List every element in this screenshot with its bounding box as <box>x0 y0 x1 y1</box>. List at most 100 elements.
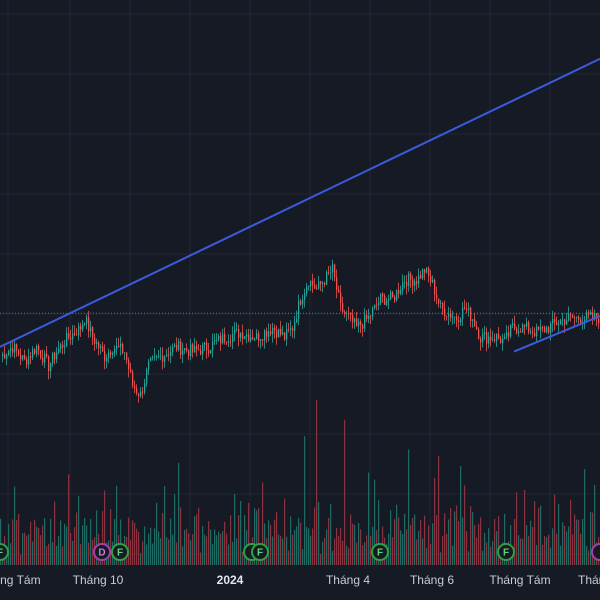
candle-body <box>302 299 304 305</box>
earnings-marker[interactable]: F <box>0 543 9 561</box>
marker-circle[interactable] <box>93 543 111 561</box>
candle-body <box>548 327 550 333</box>
trendlines[interactable] <box>0 57 600 353</box>
volume-bar <box>400 530 402 565</box>
volume-bar <box>398 517 400 565</box>
volume-bar <box>36 526 38 565</box>
volume-bar <box>264 523 266 565</box>
candle-body <box>322 283 324 285</box>
candle-body <box>232 334 234 342</box>
marker-circle[interactable] <box>111 543 129 561</box>
candle-body <box>268 331 270 337</box>
volume-bar <box>402 533 404 565</box>
candle-body <box>492 339 494 341</box>
volume-bar <box>456 505 458 565</box>
volume-bar <box>242 551 244 565</box>
candle-body <box>276 330 278 338</box>
volume-bar <box>444 513 446 565</box>
volume-bar <box>26 535 28 565</box>
volume-bar <box>342 540 344 565</box>
candle-body <box>558 324 560 326</box>
volume-bar <box>48 543 50 565</box>
volume-bar <box>438 456 440 565</box>
marker-label: F <box>257 548 263 559</box>
volume-bar <box>296 526 298 565</box>
candle-body <box>584 319 586 323</box>
candle-body <box>534 333 536 337</box>
earnings-marker[interactable]: F <box>371 543 389 561</box>
volume-bar <box>548 534 550 565</box>
candle-body <box>478 329 480 339</box>
candle-body <box>282 332 284 335</box>
volume-bar <box>422 538 424 565</box>
candle-body <box>136 388 138 394</box>
volume-bar <box>348 548 350 565</box>
candle-body <box>82 324 84 330</box>
volume-bar <box>20 554 22 565</box>
candle-body <box>378 302 380 306</box>
trendline-1[interactable] <box>0 57 600 348</box>
candle-body <box>134 385 136 389</box>
candle-body <box>500 338 502 344</box>
marker-circle[interactable] <box>371 543 389 561</box>
candle-body <box>210 350 212 354</box>
candle-body <box>248 334 250 341</box>
candle-body <box>410 273 412 280</box>
candle-body <box>326 271 328 285</box>
candle-body <box>444 308 446 317</box>
candle-body <box>336 277 338 290</box>
candle-body <box>382 293 384 296</box>
volume-bar <box>54 501 56 565</box>
candle-body <box>456 316 458 321</box>
volume-bar <box>274 519 276 565</box>
volume-bar <box>424 515 426 565</box>
candle-body <box>156 356 158 358</box>
candle-body <box>108 352 110 358</box>
dividend-marker[interactable]: D <box>93 543 111 561</box>
earnings-marker[interactable]: F <box>497 543 515 561</box>
volume-bar <box>428 525 430 565</box>
earnings-marker[interactable]: F <box>111 543 129 561</box>
volume-bar <box>186 528 188 565</box>
candle-body <box>196 345 198 350</box>
candle-body <box>64 346 66 348</box>
candle-body <box>86 317 88 324</box>
candle-body <box>476 326 478 330</box>
marker-circle[interactable] <box>0 543 9 561</box>
candle-body <box>280 328 282 335</box>
candle-body <box>328 271 330 273</box>
candle-body <box>288 329 290 330</box>
candle-body <box>150 358 152 362</box>
volume-bar <box>314 507 316 565</box>
candle-body <box>146 369 148 384</box>
earnings-marker[interactable]: F <box>251 543 269 561</box>
volume-bar <box>190 540 192 565</box>
volume-bar <box>486 542 488 565</box>
volume-bar <box>160 538 162 565</box>
candle-body <box>72 333 74 340</box>
candle-body <box>110 352 112 355</box>
candle-body <box>20 355 22 360</box>
volume-bar <box>406 529 408 565</box>
candle-body <box>306 287 308 294</box>
volume-bar <box>542 544 544 565</box>
event-markers[interactable]: FDFFFF <box>0 543 600 561</box>
volume-bar <box>32 541 34 565</box>
marker-circle[interactable] <box>497 543 515 561</box>
volume-bar <box>592 512 594 565</box>
volume-bar <box>336 528 338 565</box>
trendline-2[interactable] <box>513 315 600 353</box>
dividend-marker[interactable] <box>591 543 600 561</box>
candle-body <box>126 352 128 361</box>
volume-bar <box>150 527 152 565</box>
volume-bar <box>172 534 174 565</box>
candle-body <box>448 313 450 317</box>
marker-circle[interactable] <box>591 543 600 561</box>
volume-bar <box>518 535 520 565</box>
marker-circle[interactable] <box>251 543 269 561</box>
candle-body <box>466 308 468 311</box>
candle-body <box>496 334 498 341</box>
volume-bar <box>254 508 256 565</box>
